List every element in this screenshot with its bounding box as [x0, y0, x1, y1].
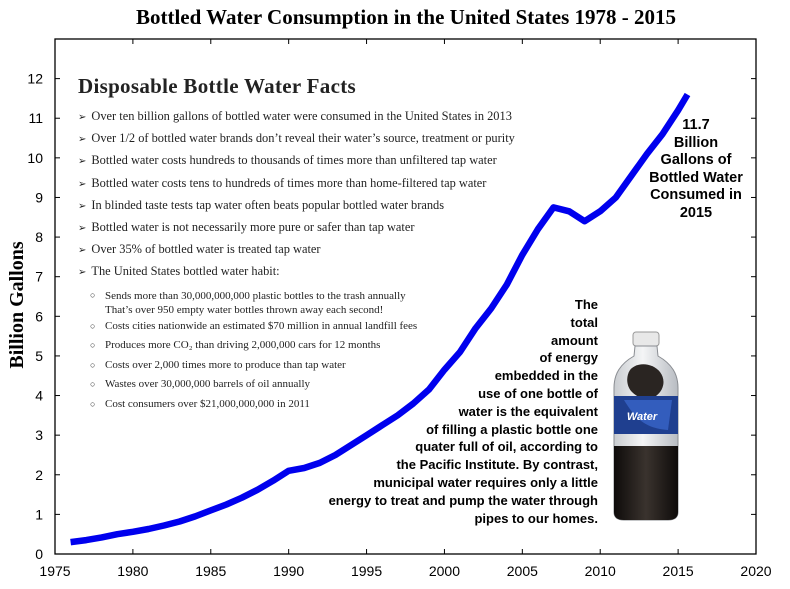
x-tick-label: 1995: [351, 563, 382, 579]
fact-item: Bottled water costs tens to hundreds of …: [78, 173, 578, 195]
bottle-label-text: Water: [627, 411, 658, 423]
fact-item: Bottled water is not necessarily more pu…: [78, 217, 578, 239]
x-tick-label: 1975: [39, 563, 70, 579]
habit-item: Costs over 2,000 times more to produce t…: [90, 356, 578, 376]
y-tick-label: 11: [28, 110, 43, 126]
oil-blob: [627, 364, 664, 399]
facts-heading: Disposable Bottle Water Facts: [78, 74, 356, 98]
habit-item-text: Sends more than 30,000,000,000 plastic b…: [105, 289, 406, 316]
habit-item: Cost consumers over $21,000,000,000 in 2…: [90, 395, 578, 415]
x-tick-label: 1990: [273, 563, 304, 579]
y-axis-label: Billion Gallons: [6, 241, 28, 368]
oil-fill: [614, 446, 678, 520]
oil-bottle-image: Water: [613, 331, 679, 521]
x-tick-label: 2015: [663, 563, 694, 579]
y-tick-label: 4: [35, 388, 43, 404]
fact-item: The United States bottled water habit:: [78, 261, 578, 283]
habit-item: Costs cities nationwide an estimated $70…: [90, 317, 578, 337]
x-tick-label: 1980: [117, 563, 148, 579]
y-tick-label: 3: [35, 427, 43, 443]
consumption-2015-annotation: 11.7 Billion Gallons of Bottled Water Co…: [649, 117, 743, 221]
x-tick-label: 1985: [195, 563, 226, 579]
x-tick-label: 2005: [507, 563, 538, 579]
y-tick-label: 9: [35, 189, 43, 205]
x-tick-label: 2020: [740, 563, 771, 579]
chart-title: Bottled Water Consumption in the United …: [136, 5, 676, 29]
y-tick-label: 10: [27, 150, 43, 166]
y-tick-label: 0: [35, 546, 43, 562]
habit-item: Produces more CO₂ than driving 2,000,000…: [90, 336, 578, 356]
bottle-cap: [632, 331, 660, 347]
fact-item: Over ten billion gallons of bottled wate…: [78, 106, 578, 128]
energy-note-annotation: The total amount of energy embedded in t…: [328, 297, 598, 526]
plot-area-frame: [54, 38, 757, 555]
facts-list: Over ten billion gallons of bottled wate…: [78, 106, 578, 284]
label-wave-icon: [624, 400, 672, 430]
y-tick-label: 8: [35, 229, 43, 245]
y-tick-label: 7: [35, 269, 43, 285]
fact-item: Over 1/2 of bottled water brands don’t r…: [78, 128, 578, 150]
x-tick-label: 2000: [429, 563, 460, 579]
fact-item: In blinded taste tests tap water often b…: [78, 195, 578, 217]
habit-item: Wastes over 30,000,000 barrels of oil an…: [90, 375, 578, 395]
fact-item: Bottled water costs hundreds to thousand…: [78, 150, 578, 172]
y-tick-label: 5: [35, 348, 43, 364]
y-tick-label: 1: [35, 506, 43, 522]
consumption-series-line: [70, 92, 691, 546]
habit-list: Sends more than 30,000,000,000 plastic b…: [90, 286, 578, 415]
y-tick-label: 12: [27, 71, 43, 87]
habit-item: Sends more than 30,000,000,000 plastic b…: [90, 286, 578, 317]
fact-item: Over 35% of bottled water is treated tap…: [78, 239, 578, 261]
y-tick-label: 6: [35, 308, 43, 324]
x-tick-label: 2010: [585, 563, 616, 579]
y-tick-label: 2: [35, 467, 43, 483]
facts-panel: Disposable Bottle Water Facts Over ten b…: [78, 74, 578, 415]
data-series: [70, 92, 691, 546]
